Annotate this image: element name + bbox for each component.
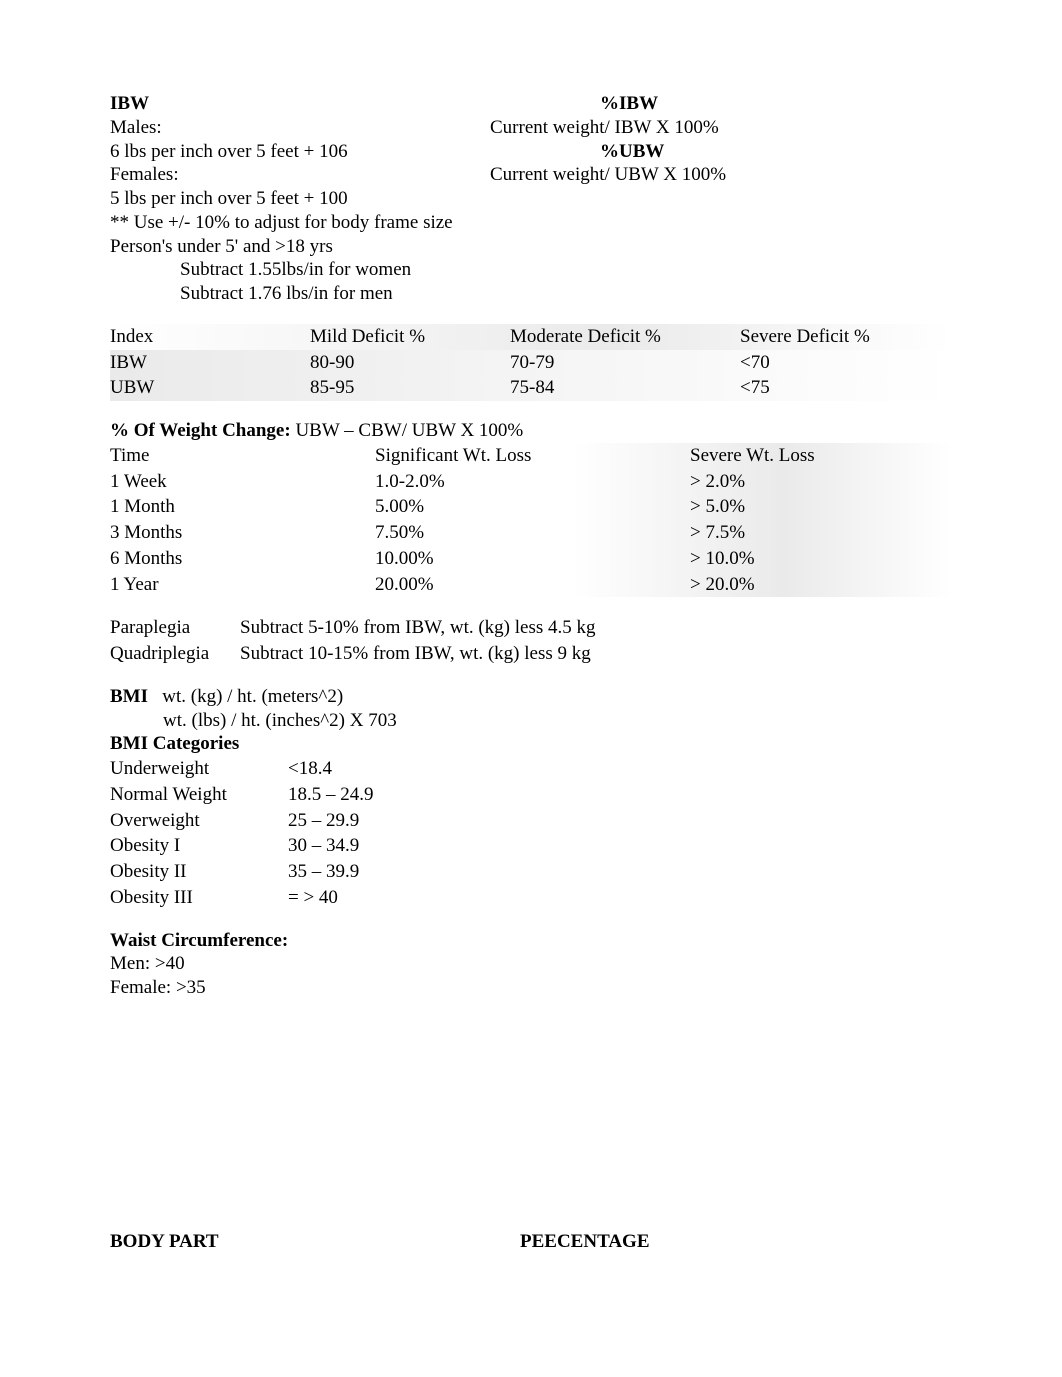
deficit-table: Index Mild Deficit % Moderate Deficit % … (110, 324, 952, 401)
males-rule: 6 lbs per inch over 5 feet + 106 (110, 140, 490, 164)
ibw-header-row: IBW %IBW (110, 92, 952, 116)
females-formula: Current weight/ UBW X 100% (490, 163, 952, 187)
cell: Subtract 10-15% from IBW, wt. (kg) less … (240, 641, 952, 667)
cell: Paraplegia (110, 615, 240, 641)
col-header: Moderate Deficit % (510, 324, 740, 350)
pct-ibw-title: %IBW (490, 92, 952, 116)
subtract-women: Subtract 1.55lbs/in for women (110, 258, 952, 282)
ibw-title: IBW (110, 92, 490, 116)
cell: Quadriplegia (110, 641, 240, 667)
col-header: Mild Deficit % (310, 324, 510, 350)
cell: 20.00% (375, 572, 690, 598)
bmi-line1: BMI wt. (kg) / ht. (meters^2) (110, 685, 952, 709)
cell: 1.0-2.0% (375, 469, 690, 495)
bmi-formula-1: wt. (kg) / ht. (meters^2) (162, 686, 343, 707)
cell: = > 40 (288, 885, 952, 911)
persons-line: Person's under 5' and >18 yrs (110, 235, 952, 259)
footer-percentage: PEECENTAGE (520, 1230, 952, 1254)
weight-change-title-bold: % Of Weight Change: (110, 420, 291, 441)
weight-change-title-rest: UBW – CBW/ UBW X 100% (291, 420, 524, 441)
table-row: 1 Week 1.0-2.0% > 2.0% (110, 469, 952, 495)
bmi-categories-table: Underweight <18.4 Normal Weight 18.5 – 2… (110, 756, 952, 911)
cell: 80-90 (310, 350, 510, 376)
females-row: Females: Current weight/ UBW X 100% (110, 163, 952, 187)
pct-ubw-title: %UBW (490, 140, 952, 164)
cell: Normal Weight (110, 782, 288, 808)
col-header: Time (110, 443, 375, 469)
males-label: Males: (110, 116, 490, 140)
weight-change-title: % Of Weight Change: UBW – CBW/ UBW X 100… (110, 419, 952, 443)
table-row: Index Mild Deficit % Moderate Deficit % … (110, 324, 952, 350)
cell: 25 – 29.9 (288, 808, 952, 834)
females-label: Females: (110, 163, 490, 187)
males-row: Males: Current weight/ IBW X 100% (110, 116, 952, 140)
footer-body-part: BODY PART (110, 1230, 520, 1254)
cell: <18.4 (288, 756, 952, 782)
plegia-table: Paraplegia Subtract 5-10% from IBW, wt. … (110, 615, 952, 667)
table-row: Obesity II 35 – 39.9 (110, 859, 952, 885)
table-row: 6 Months 10.00% > 10.0% (110, 546, 952, 572)
males-formula: Current weight/ IBW X 100% (490, 116, 952, 140)
col-header: Significant Wt. Loss (375, 443, 690, 469)
cell: > 20.0% (690, 572, 950, 598)
cell: Overweight (110, 808, 288, 834)
cell: Underweight (110, 756, 288, 782)
cell: 1 Month (110, 494, 375, 520)
cell: Obesity I (110, 833, 288, 859)
bmi-formula-2: wt. (lbs) / ht. (inches^2) X 703 (110, 709, 952, 733)
table-row: 1 Month 5.00% > 5.0% (110, 494, 952, 520)
cell: <70 (740, 350, 950, 376)
footer-row: BODY PART PEECENTAGE (110, 1230, 952, 1254)
table-row: Quadriplegia Subtract 10-15% from IBW, w… (110, 641, 952, 667)
cell: 7.50% (375, 520, 690, 546)
table-row: Obesity I 30 – 34.9 (110, 833, 952, 859)
cell: 18.5 – 24.9 (288, 782, 952, 808)
adjust-note: ** Use +/- 10% to adjust for body frame … (110, 211, 952, 235)
bmi-categories-title: BMI Categories (110, 732, 952, 756)
cell: 10.00% (375, 546, 690, 572)
cell: 1 Week (110, 469, 375, 495)
waist-title: Waist Circumference: (110, 929, 952, 953)
cell: Obesity II (110, 859, 288, 885)
cell: > 7.5% (690, 520, 950, 546)
cell: 35 – 39.9 (288, 859, 952, 885)
cell: <75 (740, 375, 950, 401)
cell: UBW (110, 375, 310, 401)
weight-change-table: Time Significant Wt. Loss Severe Wt. Los… (110, 443, 952, 598)
cell: 75-84 (510, 375, 740, 401)
table-row: 1 Year 20.00% > 20.0% (110, 572, 952, 598)
table-row: UBW 85-95 75-84 <75 (110, 375, 952, 401)
table-row: 3 Months 7.50% > 7.5% (110, 520, 952, 546)
table-row: Underweight <18.4 (110, 756, 952, 782)
cell: > 5.0% (690, 494, 950, 520)
cell: 5.00% (375, 494, 690, 520)
col-header: Severe Deficit % (740, 324, 950, 350)
cell: 3 Months (110, 520, 375, 546)
cell: > 2.0% (690, 469, 950, 495)
table-row: Overweight 25 – 29.9 (110, 808, 952, 834)
col-header: Index (110, 324, 310, 350)
cell: IBW (110, 350, 310, 376)
waist-men: Men: >40 (110, 952, 952, 976)
cell: Subtract 5-10% from IBW, wt. (kg) less 4… (240, 615, 952, 641)
col-header: Severe Wt. Loss (690, 443, 950, 469)
table-row: Normal Weight 18.5 – 24.9 (110, 782, 952, 808)
cell: 6 Months (110, 546, 375, 572)
females-rule: 5 lbs per inch over 5 feet + 100 (110, 187, 952, 211)
bmi-label: BMI (110, 686, 148, 707)
subtract-men: Subtract 1.76 lbs/in for men (110, 282, 952, 306)
cell: 30 – 34.9 (288, 833, 952, 859)
cell: 70-79 (510, 350, 740, 376)
cell: Obesity III (110, 885, 288, 911)
males-rule-row: 6 lbs per inch over 5 feet + 106 %UBW (110, 140, 952, 164)
table-row: Time Significant Wt. Loss Severe Wt. Los… (110, 443, 952, 469)
cell: 85-95 (310, 375, 510, 401)
table-row: Paraplegia Subtract 5-10% from IBW, wt. … (110, 615, 952, 641)
table-row: IBW 80-90 70-79 <70 (110, 350, 952, 376)
table-row: Obesity III = > 40 (110, 885, 952, 911)
cell: > 10.0% (690, 546, 950, 572)
cell: 1 Year (110, 572, 375, 598)
waist-female: Female: >35 (110, 976, 952, 1000)
